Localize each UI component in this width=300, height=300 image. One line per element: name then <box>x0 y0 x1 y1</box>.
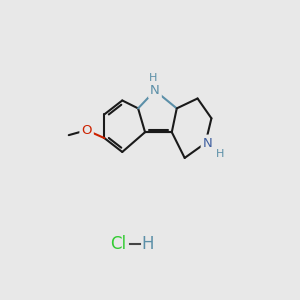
Text: N: N <box>150 84 160 97</box>
Text: H: H <box>149 73 157 83</box>
Text: H: H <box>142 235 154 253</box>
Text: O: O <box>81 124 92 137</box>
Text: N: N <box>202 136 212 150</box>
Text: H: H <box>216 149 224 159</box>
Text: Cl: Cl <box>110 235 126 253</box>
